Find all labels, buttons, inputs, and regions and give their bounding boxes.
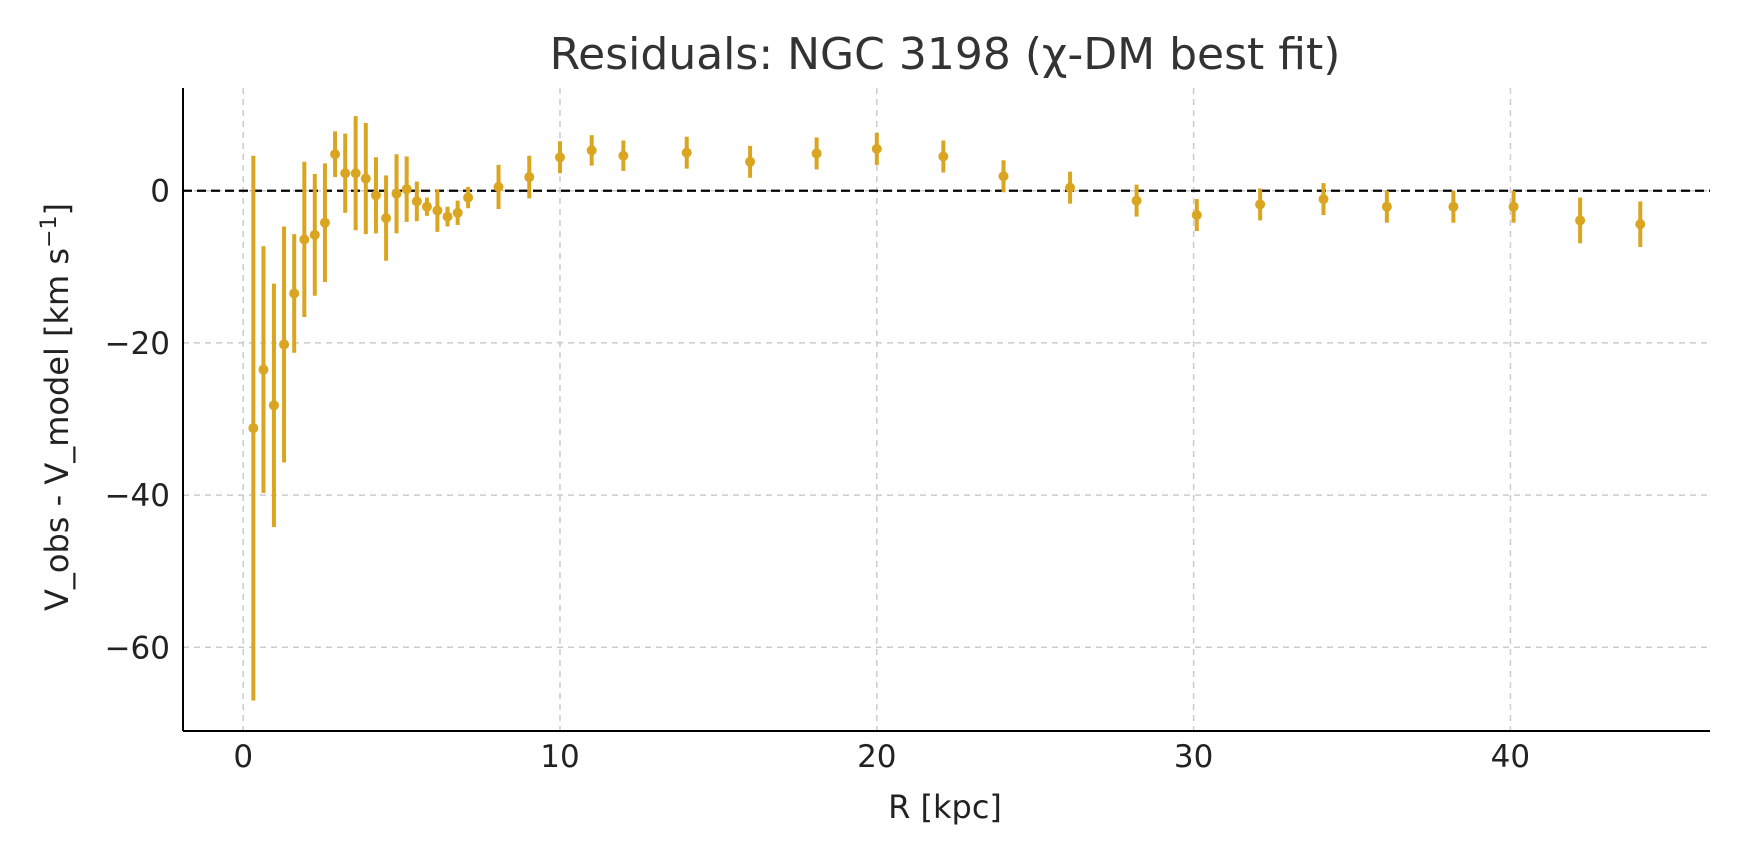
y-tick-label: 0 bbox=[150, 174, 170, 210]
data-point bbox=[370, 190, 381, 201]
data-point bbox=[442, 211, 453, 222]
y-axis-label-superscript: −1 bbox=[37, 215, 62, 247]
data-point bbox=[360, 173, 371, 184]
y-tick-label: −40 bbox=[105, 478, 170, 514]
data-point bbox=[299, 234, 310, 245]
data-point bbox=[1448, 201, 1459, 212]
data-point bbox=[1255, 199, 1266, 210]
data-point bbox=[463, 192, 474, 203]
data-point bbox=[1635, 219, 1646, 230]
data-point bbox=[391, 188, 402, 199]
data-point bbox=[1508, 201, 1519, 212]
y-axis-label-main: V_obs - V_model [km s bbox=[38, 248, 76, 611]
grid-lines bbox=[183, 88, 1710, 731]
data-point bbox=[1065, 182, 1076, 193]
data-point bbox=[381, 213, 392, 224]
data-point bbox=[258, 364, 269, 375]
data-point bbox=[998, 171, 1009, 182]
x-axis-label: R [kpc] bbox=[888, 788, 1002, 826]
data-point bbox=[309, 229, 320, 240]
chart-title: Residuals: NGC 3198 (χ-DM best fit) bbox=[550, 29, 1341, 80]
data-point bbox=[279, 339, 290, 350]
data-point bbox=[1575, 215, 1586, 226]
data-point bbox=[493, 181, 504, 192]
data-point bbox=[319, 217, 330, 228]
x-tick-label: 10 bbox=[540, 739, 579, 775]
tick-labels: 0 10 20 30 40 0 −20 −40 −60 bbox=[105, 174, 1531, 775]
y-tick-label: −60 bbox=[105, 630, 170, 666]
data-point bbox=[340, 168, 351, 179]
data-point bbox=[1381, 201, 1392, 212]
data-point bbox=[350, 168, 361, 179]
data-point bbox=[681, 147, 692, 158]
data-point bbox=[1131, 195, 1142, 206]
y-tick-label: −20 bbox=[105, 326, 170, 362]
data-point bbox=[618, 150, 629, 161]
data-point bbox=[411, 196, 422, 207]
data-point bbox=[268, 400, 279, 411]
x-tick-label: 20 bbox=[857, 739, 896, 775]
data-point bbox=[452, 207, 463, 218]
data-point bbox=[1318, 194, 1329, 205]
data-point bbox=[421, 201, 432, 212]
y-axis-label-end: ] bbox=[38, 203, 76, 215]
x-tick-label: 30 bbox=[1174, 739, 1213, 775]
data-point bbox=[330, 149, 341, 160]
data-point bbox=[811, 148, 822, 159]
data-point bbox=[524, 172, 535, 183]
data-point bbox=[401, 184, 412, 195]
data-point bbox=[586, 145, 597, 156]
data-point bbox=[554, 152, 565, 163]
data-point bbox=[938, 151, 949, 162]
x-tick-label: 40 bbox=[1491, 739, 1530, 775]
data-points bbox=[248, 143, 1646, 434]
data-point bbox=[432, 205, 443, 216]
data-point bbox=[1191, 210, 1202, 221]
error-bars bbox=[251, 116, 1643, 701]
data-point bbox=[871, 143, 882, 154]
data-point bbox=[289, 288, 300, 299]
y-axis-label: V_obs - V_model [km s−1] bbox=[37, 203, 76, 611]
data-point bbox=[745, 156, 756, 167]
x-tick-label: 0 bbox=[233, 739, 253, 775]
axes bbox=[182, 88, 1710, 732]
data-point bbox=[248, 423, 259, 434]
